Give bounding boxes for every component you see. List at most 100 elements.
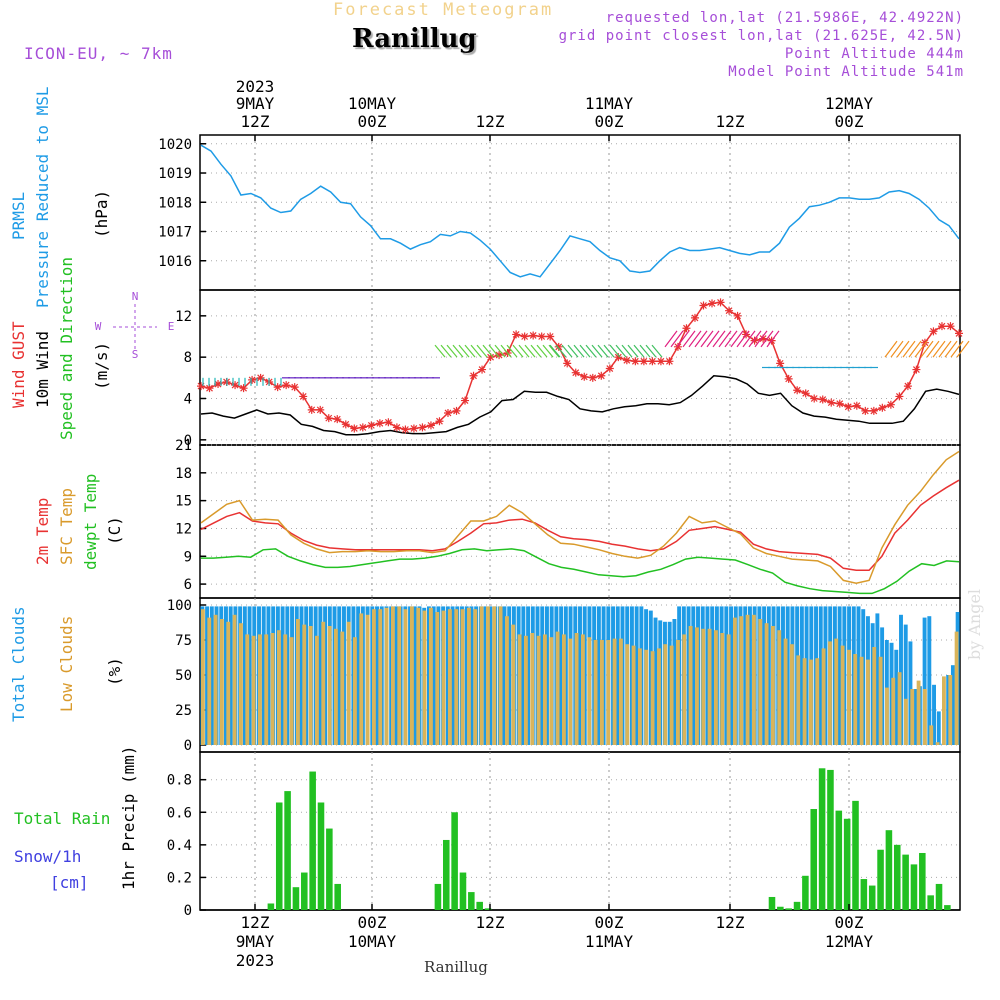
gust-marker [682,324,691,333]
time-label-bottom: 12Z [241,913,270,932]
total-cloud-bar [337,606,342,745]
rain-bar [827,769,834,910]
low-cloud-bar [859,656,864,745]
wind-direction-arrow [542,344,554,358]
rain-bar [810,809,818,910]
wind-label: 10m Wind [33,331,52,408]
y-tick-label: 0.4 [167,838,192,854]
pressure-units: (hPa) [92,190,111,238]
time-label-bottom: 12MAY [825,932,874,951]
low-cloud-bar [340,631,345,745]
low-cloud-bar [302,624,307,745]
low-cloud-bar [555,631,560,745]
gust-marker [622,356,631,365]
low-cloud-bar [695,627,699,745]
total-cloud-bar [729,606,734,745]
low-cloud-bar [790,644,794,745]
wind-direction-arrow [555,344,567,358]
wind-direction-arrow [890,340,904,358]
low-cloud-bar [245,634,250,745]
low-cloud-bar [752,614,756,745]
low-cloud-bar [334,628,338,745]
total-cloud-bar [922,617,927,745]
time-label-top: 2023 [236,77,275,96]
low-cloud-bar [486,606,490,745]
y-tick-label: 0.2 [167,870,192,886]
gust-marker [835,399,844,408]
gust-marker [716,298,725,307]
wind-direction-arrow [434,344,446,358]
low-cloud-bar [676,640,680,745]
time-label-top: 9MAY [236,94,275,113]
time-label-top: 12MAY [825,94,874,113]
wind-direction-arrow [748,330,762,348]
total-cloud-bar [785,606,790,745]
total-cloud-bar [521,606,526,745]
wind-direction-arrow [706,330,720,348]
forecast-title: Forecast Meteogram [333,0,554,20]
rain-bar [284,791,291,910]
pressure-label: PRMSL [9,192,28,240]
wind-direction-arrow [956,340,970,358]
rain-bar [785,908,792,910]
time-label-bottom: 00Z [835,913,864,932]
low-cloud-bar [460,609,465,745]
low-cloud-bar [403,609,408,745]
low-cloud-bar [397,606,402,745]
low-cloud-bar [828,641,832,745]
gust-marker [205,384,214,393]
y-tick-label: 18 [175,466,192,482]
total-cloud-bar [431,606,436,745]
total-cloud-bar [280,606,285,745]
panel-frame-temperature [199,444,961,599]
y-tick-label: 12 [175,521,192,537]
gust-marker [384,418,393,427]
rain-bar [843,818,851,910]
gust-marker [878,403,887,412]
wind-direction-arrow [896,340,910,358]
low-cloud-bar [479,606,484,745]
gust-marker [350,424,359,433]
compass-cross [113,304,157,352]
low-cloud-bar [644,649,649,745]
low-cloud-bar [612,638,617,745]
low-cloud-bar [207,617,212,745]
low-cloud-bar [384,607,389,745]
wind-direction-arrow [573,344,585,358]
wind-direction-arrow [730,330,744,348]
y-tick-label: 0 [184,433,192,449]
rain-bar [868,885,876,910]
y-tick-label: 1018 [158,195,192,211]
wind-direction-arrow [464,344,476,358]
gust-marker [946,322,955,331]
wind-direction-arrow [682,330,696,348]
gust-marker [903,382,912,391]
gust-marker [316,405,325,414]
low-cloud-bar [321,621,326,745]
y-tick-label: 6 [184,577,192,593]
wind-direction-arrow [676,330,690,348]
gust-marker [852,401,861,410]
low-cloud-bar [422,610,427,745]
time-label-bottom: 10MAY [348,932,397,951]
gust-marker [273,383,282,392]
total-cloud-bar [875,613,880,745]
low-cloud-bar [258,634,262,745]
y-tick-label: 50 [175,668,192,684]
wind-direction-arrow [627,344,639,358]
rain-bar [902,854,909,910]
total-cloud-bar [526,606,531,745]
total-cloud-bar [412,606,417,745]
gust-marker [563,359,572,368]
wind-direction-arrow [926,340,940,358]
rain-bar [910,864,918,910]
time-label-bottom: 9MAY [236,932,275,951]
low-cloud-bar [815,658,820,745]
total-cloud-bar [450,606,455,745]
low-cloud-bar [283,634,288,745]
wind-direction-arrow [914,340,928,358]
wind-direction-arrow [664,330,678,348]
total-cloud-bar [903,624,908,745]
total-cloud-bar [653,617,658,745]
temp-line-dewpt-temp [201,548,960,595]
